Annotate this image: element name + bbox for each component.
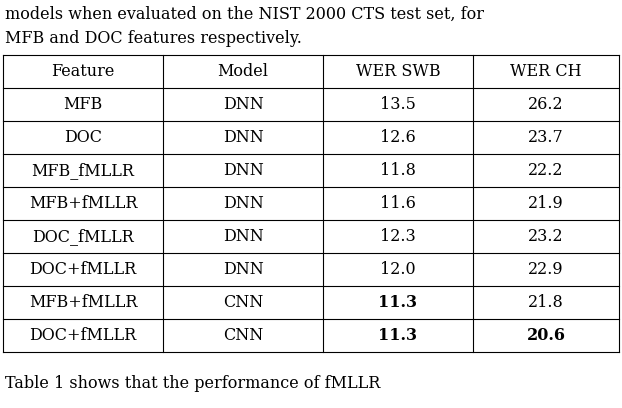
Text: 12.6: 12.6 [380,129,416,146]
Text: Table 1 shows that the performance of fMLLR: Table 1 shows that the performance of fM… [5,375,381,392]
Text: CNN: CNN [223,327,263,344]
Text: 12.0: 12.0 [380,261,416,278]
Text: WER CH: WER CH [510,63,582,80]
Text: 26.2: 26.2 [528,96,564,113]
Text: MFB+fMLLR: MFB+fMLLR [29,294,137,311]
Text: 11.3: 11.3 [379,327,417,344]
Text: WER SWB: WER SWB [356,63,440,80]
Text: 23.2: 23.2 [528,228,564,245]
Text: 21.8: 21.8 [528,294,564,311]
Text: DNN: DNN [223,162,263,179]
Text: DNN: DNN [223,129,263,146]
Text: models when evaluated on the NIST 2000 CTS test set, for: models when evaluated on the NIST 2000 C… [5,6,484,23]
Text: DOC: DOC [64,129,102,146]
Text: 12.3: 12.3 [380,228,416,245]
Text: 11.8: 11.8 [380,162,416,179]
Text: DNN: DNN [223,261,263,278]
Text: DOC_fMLLR: DOC_fMLLR [32,228,134,245]
Text: CNN: CNN [223,294,263,311]
Text: 11.3: 11.3 [379,294,417,311]
Text: DNN: DNN [223,228,263,245]
Text: 20.6: 20.6 [526,327,565,344]
Text: Model: Model [218,63,269,80]
Text: DNN: DNN [223,96,263,113]
Text: DNN: DNN [223,195,263,212]
Text: 22.9: 22.9 [528,261,564,278]
Text: MFB_fMLLR: MFB_fMLLR [32,162,134,179]
Text: 11.6: 11.6 [380,195,416,212]
Text: MFB+fMLLR: MFB+fMLLR [29,195,137,212]
Text: 21.9: 21.9 [528,195,564,212]
Text: Feature: Feature [51,63,114,80]
Text: 22.2: 22.2 [528,162,564,179]
Text: DOC+fMLLR: DOC+fMLLR [29,327,137,344]
Text: 23.7: 23.7 [528,129,564,146]
Text: DOC+fMLLR: DOC+fMLLR [29,261,137,278]
Text: MFB and DOC features respectively.: MFB and DOC features respectively. [5,30,302,47]
Text: MFB: MFB [63,96,103,113]
Text: 13.5: 13.5 [380,96,416,113]
